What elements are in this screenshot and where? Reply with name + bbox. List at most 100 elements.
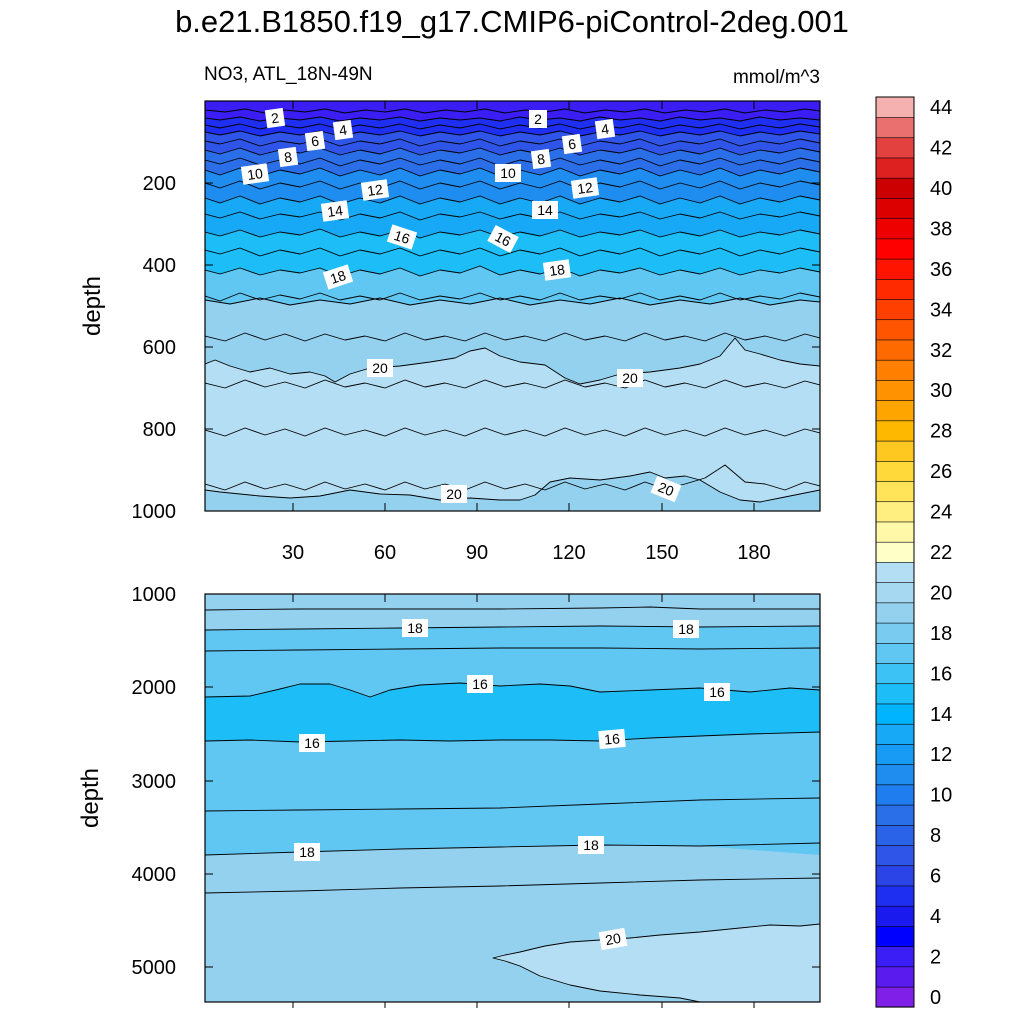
contour-label: 14 — [320, 200, 350, 222]
plot-frame — [204, 593, 821, 1003]
contour-line — [205, 108, 820, 114]
colorbar-swatch — [875, 218, 915, 240]
contour-line — [205, 877, 820, 894]
colorbar-swatch — [875, 622, 915, 644]
contour-line — [205, 297, 820, 306]
colorbar-swatch — [875, 278, 915, 300]
chart-title: b.e21.B1850.f19_g17.CMIP6-piControl-2deg… — [175, 4, 849, 39]
contour-label: 6 — [561, 133, 583, 155]
colorbar-swatch — [875, 844, 915, 867]
colorbar-swatches — [875, 96, 915, 1008]
colorbar-swatch — [875, 298, 915, 321]
y-axis-label: depth — [79, 276, 106, 336]
contour-line — [205, 471, 820, 503]
colorbar-swatch — [875, 743, 915, 765]
band-fill — [493, 924, 820, 1002]
x-tick-label: 30 — [282, 542, 304, 564]
contour-label-text: 16 — [604, 730, 621, 747]
colorbar-swatch — [875, 157, 915, 179]
colorbar-swatch — [875, 703, 915, 725]
contour-line — [205, 147, 820, 156]
colorbar-label: 36 — [930, 259, 952, 281]
colorbar-swatch — [875, 319, 915, 341]
colorbar-swatch — [875, 925, 915, 947]
band-fill — [205, 683, 820, 742]
colorbar-label: 18 — [930, 623, 952, 645]
contour-line — [205, 130, 820, 137]
contour-label: 8 — [277, 146, 299, 168]
contour-line — [205, 625, 820, 631]
contour-label: 16 — [598, 728, 626, 750]
colorbar-swatch — [875, 521, 915, 543]
contour-line — [205, 138, 820, 147]
contour-label: 20 — [367, 359, 393, 377]
y-tick-label: 1000 — [132, 501, 177, 523]
contour-label-text: 20 — [622, 370, 638, 386]
colorbar-swatch — [875, 460, 915, 482]
colorbar-swatch — [875, 824, 915, 846]
contour-label-text: 18 — [299, 844, 315, 860]
contour-line — [205, 797, 820, 812]
contour-line — [205, 195, 820, 205]
band-fill — [205, 626, 820, 855]
colorbar-swatch — [875, 339, 915, 361]
contour-line — [205, 247, 820, 257]
colorbar-swatch — [875, 440, 915, 462]
y-tick-label: 400 — [143, 255, 176, 277]
colorbar-label: 28 — [930, 421, 952, 443]
units-label: mmol/m^3 — [732, 67, 820, 88]
contour-line — [205, 337, 820, 385]
colorbar-swatch — [875, 966, 915, 988]
colorbar-label: 24 — [930, 502, 952, 524]
contour-label: 16 — [487, 224, 519, 254]
colorbar-swatch — [875, 400, 915, 422]
contour-line — [205, 379, 820, 389]
contour-labels: 2 4 6 8 10 12 14 16 18 20 2 4 6 8 10 12 … — [240, 107, 682, 503]
contour-line — [205, 180, 820, 190]
y-tick-labels: 1000 2000 3000 4000 5000 — [132, 584, 177, 979]
colorbar-swatch — [875, 379, 915, 401]
colorbar-label: 6 — [930, 866, 941, 888]
y-tick-label: 2000 — [132, 677, 177, 699]
colorbar-swatch — [875, 238, 915, 260]
colorbar-swatch — [875, 96, 915, 118]
upper-contour-plot: 2 4 6 8 10 12 14 16 18 20 2 4 6 8 10 12 … — [79, 100, 821, 564]
contour-label-text: 2 — [270, 110, 280, 127]
contour-line — [205, 211, 820, 221]
x-tick-label: 120 — [552, 542, 585, 564]
colorbar-swatch — [875, 541, 915, 563]
x-tick-label: 180 — [737, 542, 770, 564]
colorbar-swatch — [875, 905, 915, 927]
colorbar-label: 4 — [930, 906, 941, 928]
contour-label: 20 — [441, 485, 467, 503]
contour-line — [205, 427, 820, 437]
colorbar-swatch — [875, 258, 915, 280]
x-tick-label: 90 — [466, 542, 488, 564]
contour-label-text: 8 — [536, 151, 546, 168]
contour-label-text: 14 — [537, 202, 553, 218]
colorbar-label: 38 — [930, 218, 952, 240]
colorbar-swatch — [875, 116, 915, 139]
x-tick-label: 150 — [645, 542, 678, 564]
contour-line — [205, 292, 820, 302]
contour-label: 10 — [240, 163, 270, 185]
contour-label-text: 16 — [492, 228, 513, 250]
colorbar-label: 40 — [930, 178, 952, 200]
contour-label: 12 — [570, 177, 600, 199]
contour-label-text: 16 — [709, 684, 725, 700]
contour-label: 2 — [264, 107, 286, 129]
plot-frame — [204, 100, 821, 512]
contour-label-text: 6 — [567, 136, 577, 153]
colorbar-label: 42 — [930, 138, 952, 160]
contour-label-text: 10 — [246, 165, 264, 183]
contour-line — [205, 157, 820, 167]
contour-label-text: 18 — [328, 267, 348, 287]
variable-region-label: NO3, ATL_18N-49N — [204, 64, 373, 85]
contour-label: 18 — [578, 836, 604, 854]
contour-label-text: 20 — [446, 486, 462, 502]
contour-label: 20 — [617, 369, 643, 387]
colorbar-swatch — [875, 582, 915, 604]
colorbar-frame — [875, 96, 915, 1008]
contour-label: 8 — [530, 148, 552, 170]
colorbar-swatch — [875, 197, 915, 219]
